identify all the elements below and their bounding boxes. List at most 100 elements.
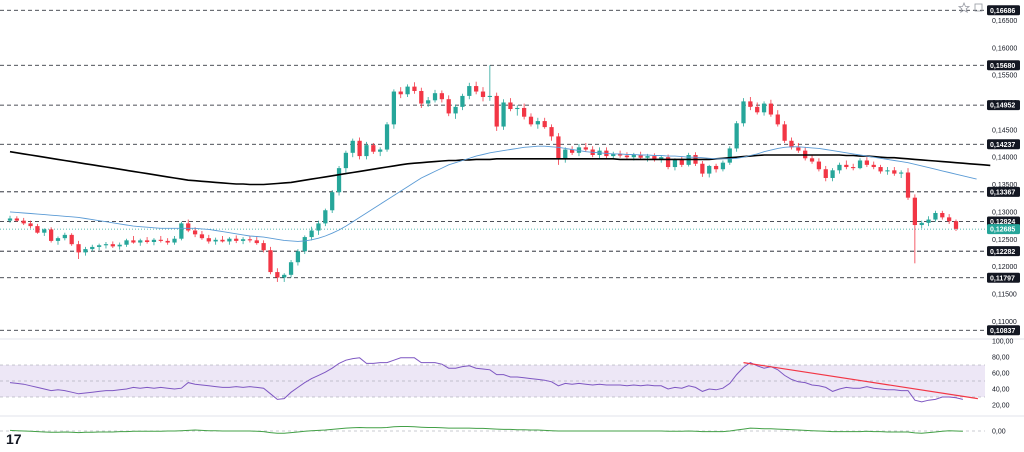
candle-body bbox=[42, 229, 47, 233]
candle-body bbox=[720, 162, 726, 170]
candle bbox=[206, 234, 211, 244]
candle-body bbox=[912, 197, 917, 226]
candle-body bbox=[323, 210, 328, 224]
price-tags: 0,16686 0,15680 0,14952 0,14237 0,13367 0,128… bbox=[987, 5, 1020, 336]
level-tag: 0,15680 bbox=[987, 60, 1020, 71]
candle-body bbox=[823, 169, 828, 178]
candle-body bbox=[748, 101, 753, 107]
candle bbox=[823, 165, 828, 182]
candle-body bbox=[131, 240, 136, 243]
candle bbox=[460, 93, 465, 111]
price-tick-label: 0,12000 bbox=[992, 264, 1017, 271]
candle-body bbox=[611, 153, 616, 157]
candle bbox=[35, 223, 40, 234]
price-tag-box bbox=[987, 5, 1020, 16]
candle bbox=[885, 167, 890, 175]
candle bbox=[371, 142, 376, 154]
candle-body bbox=[919, 222, 924, 226]
candle-body bbox=[830, 170, 835, 178]
candle bbox=[144, 237, 150, 244]
level-tag: 0,14237 bbox=[987, 139, 1020, 150]
candle-body bbox=[240, 239, 246, 241]
candle-body bbox=[419, 90, 424, 104]
candle-body bbox=[953, 221, 959, 229]
candle-body bbox=[199, 234, 205, 239]
candle-body bbox=[96, 245, 102, 247]
price-tag-label: 0,14237 bbox=[990, 142, 1015, 149]
candle bbox=[343, 150, 349, 173]
candle-body bbox=[316, 223, 321, 231]
level-tag: 0,16686 bbox=[987, 5, 1020, 16]
price-tick-label: 0,16000 bbox=[992, 45, 1017, 52]
candle-body bbox=[62, 234, 67, 239]
level-tag: 0,10837 bbox=[987, 325, 1020, 336]
candle-body bbox=[90, 246, 95, 250]
price-panel bbox=[0, 9, 1024, 340]
candle-body bbox=[508, 102, 513, 110]
rsi-trendline bbox=[743, 362, 978, 400]
candle-body bbox=[844, 164, 849, 168]
candle bbox=[432, 89, 438, 103]
candle bbox=[851, 163, 856, 171]
candle-body bbox=[480, 91, 486, 98]
candle-body bbox=[645, 156, 650, 158]
star-icon[interactable] bbox=[957, 1, 971, 14]
candle bbox=[803, 147, 808, 161]
candle bbox=[926, 216, 931, 227]
candle-body bbox=[275, 272, 280, 278]
candle-body bbox=[556, 136, 561, 160]
candle bbox=[295, 249, 301, 266]
price-tag-box bbox=[987, 186, 1020, 197]
candle-body bbox=[665, 157, 671, 168]
candle bbox=[69, 233, 74, 246]
candle bbox=[124, 238, 129, 247]
candle bbox=[576, 144, 582, 157]
candle-body bbox=[151, 239, 157, 242]
candle-body bbox=[741, 101, 746, 124]
candle bbox=[261, 240, 266, 253]
candle-body bbox=[871, 164, 876, 168]
candle-body bbox=[474, 86, 479, 92]
candle bbox=[247, 235, 253, 243]
candle bbox=[42, 228, 47, 236]
candle-body bbox=[727, 148, 732, 163]
candle bbox=[419, 87, 424, 108]
candle bbox=[583, 142, 588, 152]
candle bbox=[782, 121, 787, 143]
price-tag-label: 0,13367 bbox=[990, 189, 1015, 196]
candle-body bbox=[782, 124, 787, 141]
candle-body bbox=[7, 218, 13, 221]
candle bbox=[899, 170, 904, 178]
candle bbox=[480, 87, 486, 102]
moving-average-blue bbox=[9, 145, 977, 242]
candle bbox=[775, 110, 780, 127]
candle-body bbox=[261, 243, 266, 251]
candle bbox=[761, 101, 767, 116]
window-icon[interactable] bbox=[974, 3, 983, 12]
candle bbox=[350, 138, 355, 158]
candle-body bbox=[76, 244, 81, 253]
candle bbox=[768, 99, 774, 117]
candle-body bbox=[885, 170, 890, 172]
candle-body bbox=[899, 172, 904, 174]
candle bbox=[90, 244, 95, 252]
candle-body bbox=[576, 147, 582, 153]
candle bbox=[652, 153, 657, 162]
level-tag: 0,11797 bbox=[987, 272, 1020, 283]
candle bbox=[62, 232, 67, 241]
candle-body bbox=[295, 251, 301, 263]
candle bbox=[192, 227, 198, 238]
candle-body bbox=[734, 123, 739, 149]
candle-body bbox=[254, 240, 259, 244]
candle bbox=[864, 157, 870, 168]
price-tag-box bbox=[987, 60, 1020, 71]
candle-body bbox=[28, 223, 33, 227]
candle-body bbox=[631, 155, 636, 158]
candle bbox=[624, 152, 630, 160]
candle-body bbox=[947, 217, 952, 222]
candle bbox=[96, 243, 102, 251]
candle bbox=[528, 113, 534, 127]
price-tick-label: 0,14000 bbox=[992, 155, 1017, 162]
candle-body bbox=[624, 155, 630, 158]
